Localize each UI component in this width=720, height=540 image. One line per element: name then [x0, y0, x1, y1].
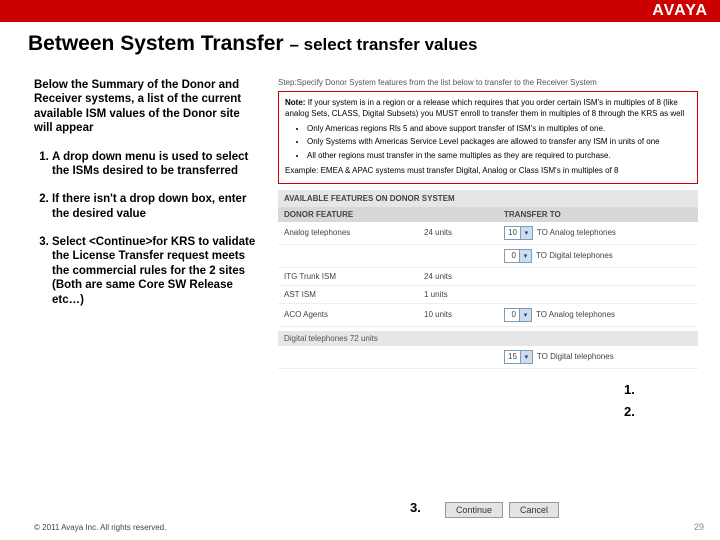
- count-cell: 10 units: [418, 306, 498, 323]
- brand-logo: AVAYA: [652, 2, 708, 20]
- transfer-cell: 0▾ TO Digital telephones: [498, 245, 698, 267]
- feature-cell: AST ISM: [278, 286, 418, 303]
- step-2-text: If there isn't a drop down box, enter th…: [52, 193, 246, 219]
- transfer-cell: 10▾ TO Analog telephones: [498, 222, 698, 244]
- dropdown[interactable]: 0▾: [504, 249, 532, 263]
- dropdown[interactable]: 10▾: [504, 226, 533, 240]
- count-cell: 24 units: [418, 268, 498, 285]
- step-2: If there isn't a drop down box, enter th…: [52, 192, 258, 221]
- step-3: Select <Continue>for KRS to validate the…: [52, 235, 258, 307]
- marker-2: 2.: [624, 404, 635, 419]
- count-cell: [418, 353, 498, 361]
- dropdown-value: 0: [505, 310, 519, 319]
- step-3-text: Select <Continue>for KRS to validate the…: [52, 236, 255, 306]
- col-count-head: [418, 207, 498, 222]
- table-row: ITG Trunk ISM 24 units: [278, 268, 698, 286]
- chevron-down-icon: ▾: [519, 309, 531, 321]
- note-bullet: All other regions must transfer in the s…: [307, 151, 691, 162]
- feature-cell: [278, 353, 418, 361]
- transfer-cell: 0▾ TO Analog telephones: [498, 304, 698, 326]
- feature-cell: ACO Agents: [278, 306, 418, 323]
- dropdown-value: 0: [505, 251, 519, 260]
- note-head: Note:: [285, 98, 305, 107]
- top-bar: AVAYA: [0, 0, 720, 22]
- transfer-target: TO Digital telephones: [536, 251, 613, 260]
- count-cell: [418, 252, 498, 260]
- step-1-text: A drop down menu is used to select the I…: [52, 151, 248, 177]
- chevron-down-icon: ▾: [520, 351, 532, 363]
- col-transfer-head: TRANSFER TO: [498, 207, 698, 222]
- transfer-target: TO Digital telephones: [537, 352, 614, 361]
- cancel-button[interactable]: Cancel: [509, 502, 559, 518]
- title-main: Between System Transfer: [28, 32, 284, 55]
- note-box: Note: If your system is in a region or a…: [278, 91, 698, 184]
- transfer-cell: [498, 290, 698, 298]
- title-sub: – select transfer values: [289, 35, 477, 54]
- feature-cell: Analog telephones: [278, 224, 418, 241]
- marker-1: 1.: [624, 382, 635, 397]
- dropdown-value: 15: [505, 352, 520, 361]
- page-number: 29: [694, 522, 704, 532]
- feature-cell: ITG Trunk ISM: [278, 268, 418, 285]
- table-row: 0▾ TO Digital telephones: [278, 245, 698, 268]
- button-bar: Continue Cancel: [445, 502, 559, 518]
- transfer-target: TO Analog telephones: [536, 310, 615, 319]
- chevron-down-icon: ▾: [519, 250, 531, 262]
- transfer-cell: 15▾ TO Digital telephones: [498, 346, 698, 368]
- dropdown-value: 10: [505, 228, 520, 237]
- chevron-down-icon: ▾: [520, 227, 532, 239]
- footer-copyright: © 2011 Avaya Inc. All rights reserved.: [34, 523, 166, 532]
- note-example: Example: EMEA & APAC systems must transf…: [285, 166, 691, 177]
- panel-step-label: Step:Specify Donor System features from …: [278, 78, 698, 87]
- table-row: Analog telephones 24 units 10▾ TO Analog…: [278, 222, 698, 245]
- steps-list: A drop down menu is used to select the I…: [34, 150, 258, 307]
- note-bullets: Only Americas regions Rls 5 and above su…: [285, 124, 691, 162]
- table-row: ACO Agents 10 units 0▾ TO Analog telepho…: [278, 304, 698, 327]
- col-feature-head: DONOR FEATURE: [278, 207, 418, 222]
- count-cell: 1 units: [418, 286, 498, 303]
- dropdown[interactable]: 15▾: [504, 350, 533, 364]
- dropdown[interactable]: 0▾: [504, 308, 532, 322]
- feature-cell: [278, 252, 418, 260]
- section-divider: Digital telephones 72 units: [278, 331, 698, 346]
- left-column: Below the Summary of the Donor and Recei…: [34, 78, 258, 321]
- table-row: AST ISM 1 units: [278, 286, 698, 304]
- right-panel: Step:Specify Donor System features from …: [278, 78, 698, 369]
- intro-text: Below the Summary of the Donor and Recei…: [34, 78, 258, 136]
- count-cell: 24 units: [418, 224, 498, 241]
- table-row: 15▾ TO Digital telephones: [278, 346, 698, 369]
- table-header: DONOR FEATURE TRANSFER TO: [278, 207, 698, 222]
- marker-3: 3.: [410, 500, 421, 515]
- note-body: If your system is in a region or a relea…: [285, 98, 684, 118]
- brand-text: AVAYA: [652, 2, 708, 19]
- note-bullet: Only Systems with Americas Service Level…: [307, 137, 691, 148]
- step-1: A drop down menu is used to select the I…: [52, 150, 258, 179]
- transfer-cell: [498, 272, 698, 280]
- page-title: Between System Transfer – select transfe…: [28, 32, 478, 56]
- note-bullet: Only Americas regions Rls 5 and above su…: [307, 124, 691, 135]
- available-header: AVAILABLE FEATURES ON DONOR SYSTEM: [278, 190, 698, 207]
- continue-button[interactable]: Continue: [445, 502, 503, 518]
- transfer-target: TO Analog telephones: [537, 228, 616, 237]
